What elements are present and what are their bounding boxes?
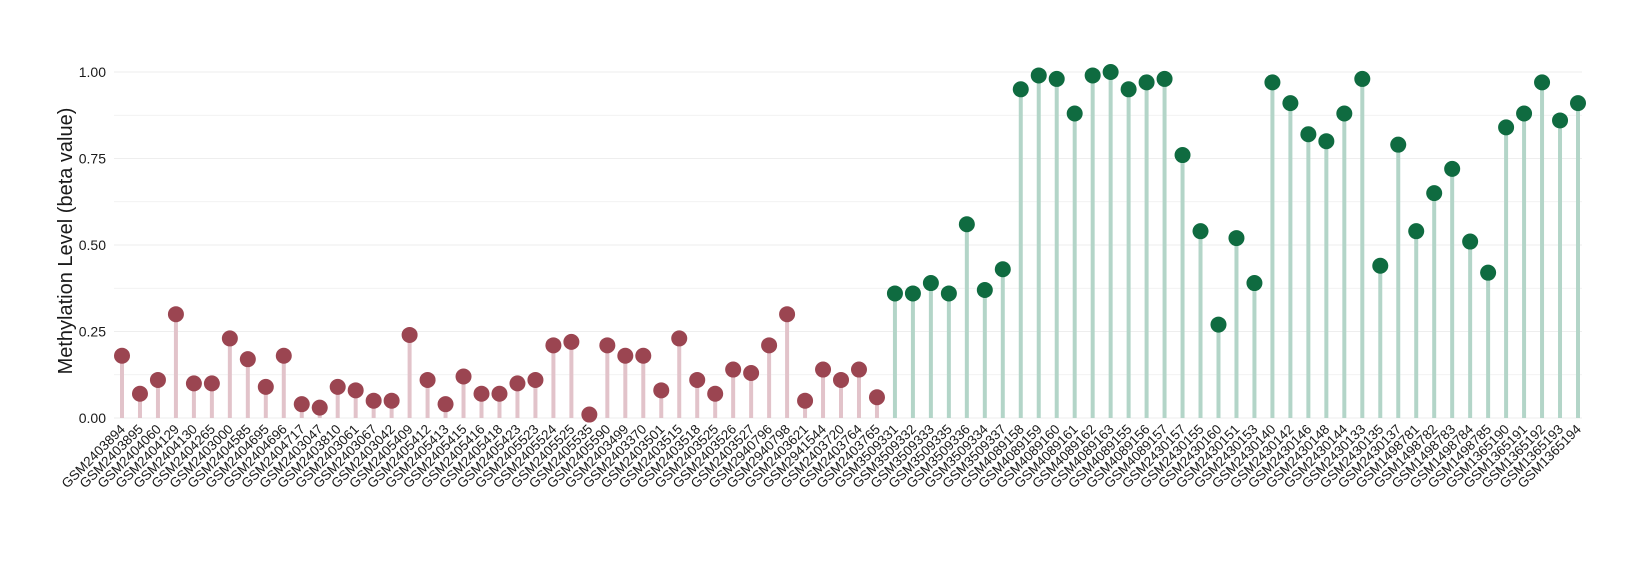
lollipop-point [1120, 81, 1137, 98]
lollipop-point [1138, 74, 1155, 91]
lollipop-point [599, 337, 616, 354]
lollipop-point [940, 285, 957, 302]
lollipop-point [1012, 81, 1029, 98]
lollipop-point [1156, 70, 1173, 87]
lollipop-point [149, 371, 166, 388]
lollipop-point [131, 385, 148, 402]
lollipop-point [1048, 70, 1065, 87]
lollipop-point [1390, 136, 1407, 153]
y-axis-label: Methylation Level (beta value) [55, 108, 77, 375]
lollipop-point [455, 368, 472, 385]
lollipop-point [868, 389, 885, 406]
lollipop-point [1084, 67, 1101, 84]
lollipop-point [707, 385, 724, 402]
lollipop-point [689, 371, 706, 388]
lollipop-point [671, 330, 688, 347]
lollipop-point [1480, 264, 1497, 281]
lollipop-point [1408, 223, 1425, 240]
lollipop-point [545, 337, 562, 354]
lollipop-point [1264, 74, 1281, 91]
y-tick-label: 0.75 [79, 151, 106, 167]
lollipop-point [797, 392, 814, 409]
lollipop-point [1354, 70, 1371, 87]
lollipop-point [1246, 275, 1263, 292]
lollipop-point [1066, 105, 1083, 122]
lollipop-point [833, 371, 850, 388]
lollipop-point [1030, 67, 1047, 84]
x-axis-ticks: GSM2403894GSM2403895GSM2404060GSM2404129… [59, 421, 1585, 491]
y-axis-ticks: 0.00 0.25 0.50 0.75 1.00 [79, 64, 106, 426]
lollipop-point [725, 361, 742, 378]
lollipop-point [347, 382, 364, 399]
lollipop-point [114, 347, 130, 364]
lollipop-point [239, 351, 256, 368]
lollipop-point [815, 361, 832, 378]
lollipop-point [1318, 133, 1335, 150]
lollipop-point [779, 306, 796, 323]
lollipop-point [1516, 105, 1533, 122]
lollipop-point [1498, 119, 1515, 136]
lollipop-point [275, 347, 292, 364]
lollipop-point [311, 399, 328, 416]
lollipop-point [401, 326, 418, 343]
lollipop-point [1300, 126, 1317, 143]
y-tick-label: 0.25 [79, 324, 106, 340]
lollipop-point [1282, 95, 1299, 112]
lollipop-point [167, 306, 184, 323]
lollipop-point [1102, 64, 1119, 80]
lollipop-point [1462, 233, 1479, 250]
lollipop-point [761, 337, 778, 354]
lollipop-point [850, 361, 867, 378]
lollipop-point [653, 382, 670, 399]
lollipop-point [509, 375, 526, 392]
lollipop-point [293, 396, 310, 413]
grid-lines [114, 71, 1582, 419]
y-tick-label: 1.00 [79, 64, 106, 80]
lollipop-point [1372, 257, 1389, 274]
lollipop-point [958, 216, 975, 233]
lollipop-point [365, 392, 382, 409]
lollipop-point [1192, 223, 1209, 240]
lollipop-point [1570, 95, 1586, 112]
lollipop-point [1534, 74, 1551, 91]
lollipop-point [886, 285, 903, 302]
lollipop-point [922, 275, 939, 292]
lollipop-point [437, 396, 454, 413]
lollipop-point [383, 392, 400, 409]
lollipop-points [114, 64, 1586, 423]
lollipop-point [994, 261, 1011, 278]
lollipop-point [257, 378, 274, 395]
lollipop-point [185, 375, 202, 392]
y-tick-label: 0.50 [79, 237, 106, 253]
lollipop-point [491, 385, 508, 402]
lollipop-point [563, 333, 580, 350]
lollipop-point [1210, 316, 1227, 333]
lollipop-point [1426, 185, 1443, 202]
lollipop-point [1552, 112, 1569, 129]
lollipop-point [976, 281, 993, 298]
lollipop-point [743, 365, 760, 382]
y-tick-label: 0.00 [79, 410, 106, 426]
lollipop-point [1174, 147, 1191, 164]
lollipop-point [904, 285, 921, 302]
lollipop-point [1444, 160, 1461, 177]
lollipop-point [617, 347, 634, 364]
lollipop-point [329, 378, 346, 395]
lollipop-point [203, 375, 220, 392]
lollipop-point [635, 347, 652, 364]
lollipop-point [221, 330, 238, 347]
lollipop-point [581, 406, 598, 423]
lollipop-point [527, 371, 544, 388]
lollipop-point [419, 371, 436, 388]
lollipop-point [1228, 230, 1245, 247]
lollipop-point [473, 385, 490, 402]
lollipop-point [1336, 105, 1353, 122]
